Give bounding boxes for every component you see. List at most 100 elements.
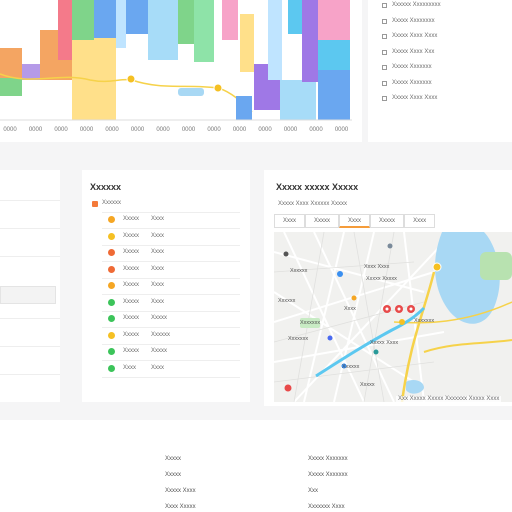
poi-icon[interactable]	[327, 335, 333, 341]
map-tab[interactable]: Xxxxx	[305, 214, 340, 228]
divider	[0, 346, 60, 347]
status-header-label: Xxxxxx	[102, 200, 122, 206]
chart-marker[interactable]	[213, 83, 223, 93]
status-row[interactable]: Xxxxx Xxxx	[108, 249, 164, 256]
footer-link[interactable]: Xxx	[308, 488, 319, 494]
legend-checkbox[interactable]	[382, 49, 387, 55]
status-row[interactable]: Xxxxx Xxxx	[108, 298, 164, 306]
map-canvas[interactable]: Xxxxxx Xxxx Xxxx Xxxxxx Xxxxx Xxxxx Xxxxxxx X…	[274, 232, 512, 402]
divider	[0, 374, 60, 375]
legend-item[interactable]: Xxxxx Xxxx Xxx	[382, 49, 434, 56]
pin-icon[interactable]	[383, 305, 391, 313]
map-label: Xxxx	[344, 306, 356, 312]
main-road	[400, 271, 436, 402]
legend-checkbox[interactable]	[382, 3, 387, 8]
poi-icon[interactable]	[351, 295, 357, 301]
footer-links-left: Xxxxx Xxxxx Xxxxx Xxxx Xxxx Xxxxx	[165, 456, 196, 512]
x-tick-label: 0000	[156, 127, 170, 133]
status-row[interactable]: Xxxxx Xxxxx	[108, 348, 167, 355]
map-label: Xxxxxx	[290, 268, 308, 274]
x-tick-label: 0000	[207, 127, 221, 133]
status-row[interactable]: Xxxxx Xxxx	[108, 216, 164, 223]
footer-link[interactable]: Xxxxxxx Xxxx	[308, 504, 345, 510]
divider	[102, 261, 240, 262]
map-tab[interactable]: Xxxx	[339, 214, 371, 228]
status-label: Xxxxx	[123, 282, 140, 288]
poi-icon[interactable]	[387, 243, 393, 249]
legend-checkbox[interactable]	[382, 65, 387, 70]
chart-bar	[222, 0, 238, 40]
status-dot-icon	[108, 216, 115, 223]
map-label: Xxxxxxx	[414, 318, 434, 324]
footer-link[interactable]: Xxxxx Xxxxxxx	[308, 456, 348, 462]
status-row[interactable]: Xxxxx Xxxx	[108, 265, 164, 273]
footer-link[interactable]: Xxxxx	[165, 472, 182, 478]
status-label: Xxxxx	[123, 331, 140, 338]
map-tab[interactable]: Xxxxx	[370, 214, 405, 228]
footer: Xxxxx Xxxxx Xxxxx Xxxx Xxxx Xxxxx Xxxxx Xxx…	[0, 420, 512, 512]
chart-bar	[0, 48, 22, 78]
status-row[interactable]: Xxxxx Xxxx	[108, 232, 164, 240]
park	[480, 252, 512, 280]
legend-item[interactable]: Xxxxx Xxxx Xxxx	[382, 95, 437, 102]
status-value: Xxxx	[151, 216, 165, 222]
poi-icon[interactable]	[341, 363, 347, 369]
legend-item[interactable]: Xxxxxx Xxxxxxxxx	[382, 2, 441, 9]
legend-checkbox[interactable]	[382, 80, 387, 86]
map-label: Xxxxx	[360, 382, 375, 388]
map-label: Xxxx Xxxx	[364, 264, 390, 270]
status-label: Xxxxx	[123, 232, 140, 239]
bar-chart: 0000 0000 0000 0000 0000 0000 0000 0000 0000 0000…	[0, 0, 352, 133]
chart-bar-blue-low	[236, 96, 252, 120]
status-dot-icon	[108, 298, 115, 306]
x-tick-label: 0000	[233, 127, 247, 133]
location-marker[interactable]	[432, 262, 442, 272]
header-square-icon	[92, 200, 98, 207]
legend-checkbox[interactable]	[382, 18, 387, 24]
footer-link[interactable]: Xxxxx	[165, 456, 182, 462]
status-row[interactable]: Xxxxx Xxxxx	[108, 315, 167, 322]
location-marker[interactable]	[399, 319, 405, 325]
poi-icon[interactable]	[337, 271, 343, 277]
legend-checkbox[interactable]	[382, 96, 387, 101]
map-tab[interactable]: Xxxx	[404, 214, 436, 228]
x-tick-label: 0000	[284, 127, 298, 133]
legend-item[interactable]: Xxxxx Xxxx Xxxx	[382, 33, 437, 40]
status-label: Xxxxx	[123, 216, 140, 222]
chart-bar	[148, 0, 178, 60]
legend-item[interactable]: Xxxxx Xxxxxxx	[382, 64, 432, 71]
chart-bar	[0, 78, 22, 96]
left-stub-panel	[0, 170, 60, 402]
stub-input[interactable]	[0, 286, 56, 304]
status-row[interactable]: Xxxxx Xxxx	[108, 282, 164, 289]
status-row[interactable]: Xxxx Xxxx	[108, 364, 164, 372]
chart-marker[interactable]	[126, 74, 136, 84]
status-dot-icon	[108, 265, 115, 273]
footer-link[interactable]: Xxxxx Xxxxxxx	[308, 472, 348, 478]
divider	[0, 200, 60, 201]
pin-icon[interactable]	[407, 305, 415, 313]
map-tab[interactable]: Xxxx	[274, 214, 306, 228]
legend-checkbox[interactable]	[382, 34, 387, 39]
divider	[102, 327, 240, 328]
pin-icon[interactable]	[284, 384, 292, 392]
status-title: Xxxxxx	[90, 182, 122, 192]
footer-link[interactable]: Xxxxx Xxxx	[165, 488, 196, 494]
legend-item[interactable]: Xxxxx Xxxxxxxx	[382, 18, 435, 25]
chart-panel: 0000 0000 0000 0000 0000 0000 0000 0000 0000 0000…	[0, 0, 362, 142]
poi-icon[interactable]	[373, 349, 379, 355]
chart-bar	[178, 0, 194, 44]
park	[300, 318, 320, 328]
map-label: Xxxxxx	[278, 298, 296, 304]
footer-link[interactable]: Xxxx Xxxxx	[165, 504, 196, 510]
legend-label: Xxxxx Xxxxxxx	[392, 79, 432, 86]
map-panel: Xxxxx xxxxx Xxxxx Xxxxx Xxxx Xxxxxx Xxxx…	[264, 170, 512, 406]
legend-item[interactable]: Xxxxx Xxxxxxx	[382, 80, 432, 87]
poi-icon[interactable]	[283, 251, 289, 257]
chart-bar	[22, 64, 40, 80]
pin-icon[interactable]	[395, 305, 403, 313]
status-value: Xxxx	[151, 282, 165, 288]
chart-bar	[302, 0, 318, 82]
status-row[interactable]: Xxxxx Xxxxxx	[108, 331, 170, 339]
chart-water	[178, 88, 204, 96]
